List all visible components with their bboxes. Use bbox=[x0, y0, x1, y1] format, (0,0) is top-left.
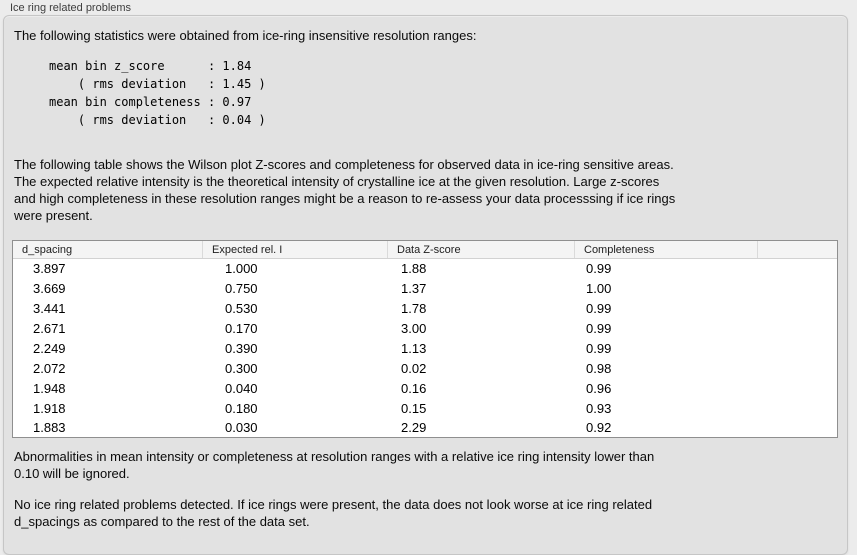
table-cell: 0.16 bbox=[401, 380, 427, 396]
table-cell: 0.99 bbox=[586, 340, 612, 356]
table-note-line: and high completeness in these resolutio… bbox=[14, 191, 676, 206]
table-cell: 0.96 bbox=[586, 380, 612, 396]
table-note-line: were present. bbox=[14, 208, 93, 223]
ice-ring-table[interactable]: d_spacing Expected rel. I Data Z-score C… bbox=[12, 240, 838, 438]
table-row[interactable]: 2.249 0.390 1.13 0.99 bbox=[13, 339, 837, 359]
ice-ring-panel: The following statistics were obtained f… bbox=[3, 15, 848, 555]
table-cell: 0.98 bbox=[586, 360, 612, 376]
table-row[interactable]: 3.897 1.000 1.88 0.99 bbox=[13, 259, 837, 279]
window: { "panel": { "title": "Ice ring related … bbox=[3, 2, 848, 555]
table-cell: 1.78 bbox=[401, 301, 427, 317]
table-row[interactable]: 3.669 0.750 1.37 1.00 bbox=[13, 279, 837, 299]
table-note-line: The following table shows the Wilson plo… bbox=[14, 157, 674, 172]
table-row[interactable]: 3.441 0.530 1.78 0.99 bbox=[13, 299, 837, 319]
table-cell: 2.671 bbox=[33, 321, 66, 337]
table-cell: 1.883 bbox=[33, 420, 66, 436]
table-cell: 1.00 bbox=[586, 281, 612, 297]
table-cell: 3.00 bbox=[401, 321, 427, 337]
table-cell: 0.040 bbox=[225, 380, 258, 396]
conclusion-line: d_spacings as compared to the rest of th… bbox=[14, 514, 310, 529]
table-cell: 0.99 bbox=[586, 301, 612, 317]
table-cell: 0.530 bbox=[225, 301, 258, 317]
stats-line: mean bin z_score : 1.84 bbox=[49, 59, 252, 73]
intro-text: The following statistics were obtained f… bbox=[14, 28, 477, 43]
ignore-note-line: Abnormalities in mean intensity or compl… bbox=[14, 449, 655, 464]
table-cell: 1.918 bbox=[33, 400, 66, 416]
table-row[interactable]: 1.948 0.040 0.16 0.96 bbox=[13, 378, 837, 398]
table-cell: 0.300 bbox=[225, 360, 258, 376]
table-body: 3.897 1.000 1.88 0.99 3.669 0.750 1.37 1.00 3.44… bbox=[13, 259, 837, 438]
column-header-completeness[interactable]: Completeness bbox=[575, 241, 758, 258]
table-cell: 0.02 bbox=[401, 360, 427, 376]
table-cell: 0.99 bbox=[586, 261, 612, 277]
table-cell: 0.030 bbox=[225, 420, 258, 436]
stats-line: ( rms deviation : 0.04 ) bbox=[49, 113, 266, 127]
stats-line: ( rms deviation : 1.45 ) bbox=[49, 77, 266, 91]
table-cell: 0.750 bbox=[225, 281, 258, 297]
column-header-expected-rel-i[interactable]: Expected rel. I bbox=[203, 241, 388, 258]
column-header-filler bbox=[758, 241, 837, 258]
table-cell: 2.072 bbox=[33, 360, 66, 376]
table-cell: 0.180 bbox=[225, 400, 258, 416]
table-cell: 1.37 bbox=[401, 281, 427, 297]
column-header-d-spacing[interactable]: d_spacing bbox=[13, 241, 203, 258]
table-cell: 0.390 bbox=[225, 340, 258, 356]
table-cell: 1.000 bbox=[225, 261, 258, 277]
table-cell: 1.13 bbox=[401, 340, 427, 356]
table-row[interactable]: 1.918 0.180 0.15 0.93 bbox=[13, 398, 837, 418]
table-cell: 2.249 bbox=[33, 340, 66, 356]
table-cell: 1.948 bbox=[33, 380, 66, 396]
table-header-row: d_spacing Expected rel. I Data Z-score C… bbox=[13, 241, 837, 259]
table-cell: 3.897 bbox=[33, 261, 66, 277]
table-note-line: The expected relative intensity is the t… bbox=[14, 174, 660, 189]
table-cell: 3.441 bbox=[33, 301, 66, 317]
table-row[interactable]: 2.671 0.170 3.00 0.99 bbox=[13, 319, 837, 339]
stats-line: mean bin completeness : 0.97 bbox=[49, 95, 252, 109]
table-cell: 1.88 bbox=[401, 261, 427, 277]
conclusion-line: No ice ring related problems detected. I… bbox=[14, 497, 653, 512]
ignore-note-line: 0.10 will be ignored. bbox=[14, 466, 130, 481]
table-row[interactable]: 2.072 0.300 0.02 0.98 bbox=[13, 358, 837, 378]
table-cell: 3.669 bbox=[33, 281, 66, 297]
table-cell: 0.99 bbox=[586, 321, 612, 337]
column-header-data-z-score[interactable]: Data Z-score bbox=[388, 241, 575, 258]
table-cell: 0.92 bbox=[586, 420, 612, 436]
table-cell: 0.15 bbox=[401, 400, 427, 416]
table-cell: 0.170 bbox=[225, 321, 258, 337]
table-cell: 0.93 bbox=[586, 400, 612, 416]
table-row[interactable]: 1.883 0.030 2.29 0.92 bbox=[13, 418, 837, 438]
table-cell: 2.29 bbox=[401, 420, 427, 436]
panel-title: Ice ring related problems bbox=[10, 2, 132, 14]
